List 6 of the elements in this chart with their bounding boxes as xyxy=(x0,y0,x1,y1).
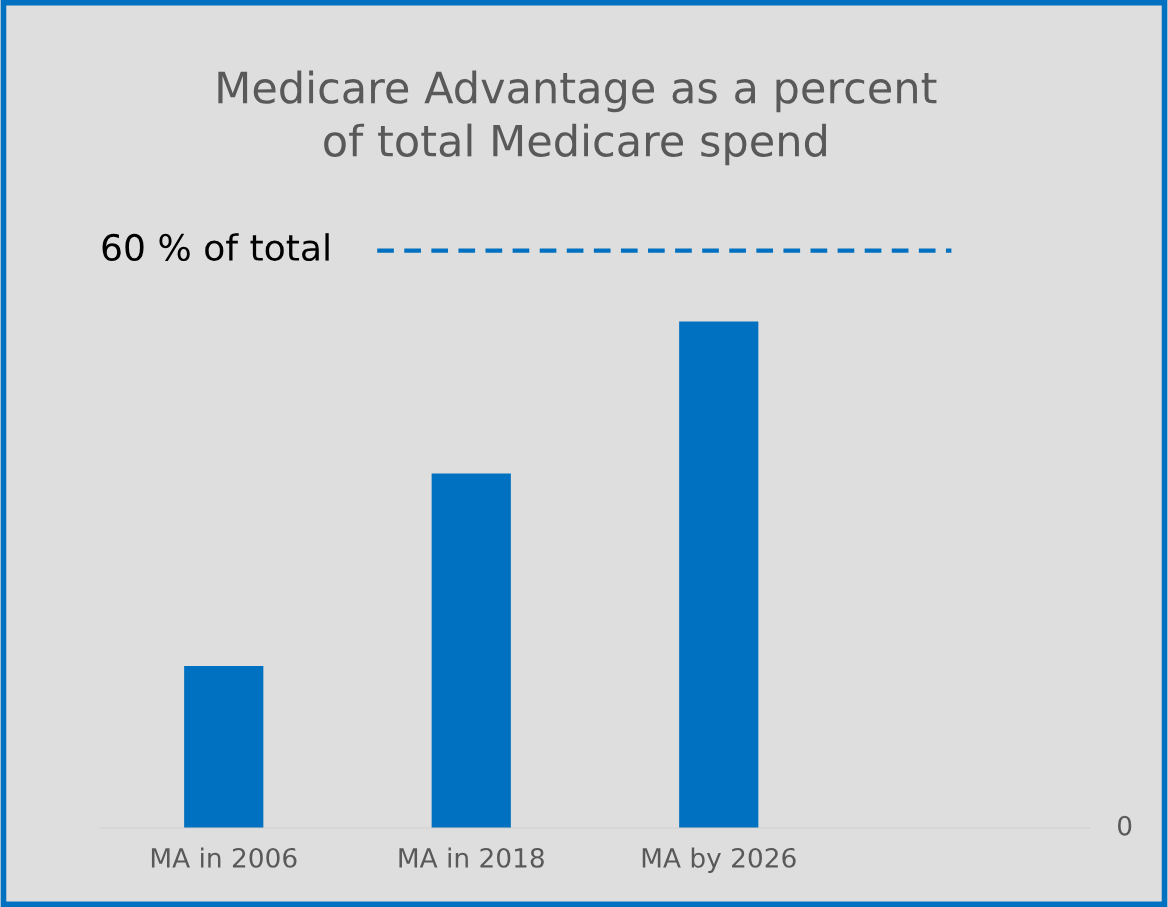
ref-line-label: 60 % of total xyxy=(102,233,329,262)
chart-title: Medicare Advantage as a percent of total Medicare spend xyxy=(218,70,937,166)
x-tick-label: MA in 2018 xyxy=(399,847,544,868)
text: 0 xyxy=(1117,815,1132,836)
x-tick-label: MA by 2026 xyxy=(642,847,796,873)
x-tick-label: MA in 2006 xyxy=(151,847,297,868)
